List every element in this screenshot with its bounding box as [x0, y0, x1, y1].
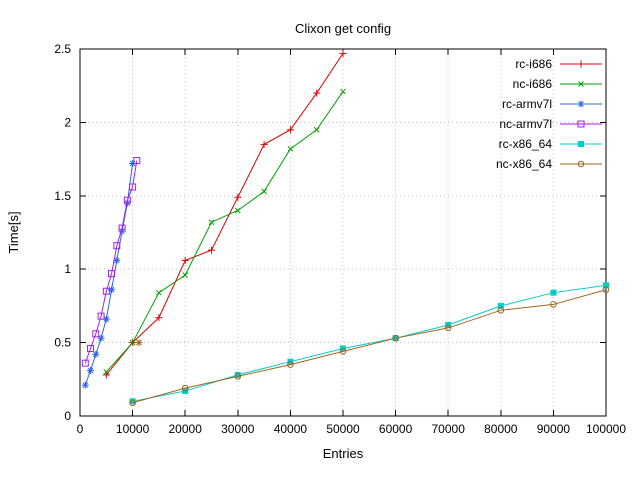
x-tick-label: 40000 [274, 422, 308, 436]
series-rc-i686 [102, 49, 347, 379]
x-axis-label: Entries [322, 446, 364, 461]
y-tick-label: 2.5 [54, 42, 71, 56]
legend-item-rc-armv7l: rc-armv7l [502, 97, 602, 111]
legend-item-nc-armv7l: nc-armv7l [499, 117, 602, 131]
x-tick-label: 70000 [432, 422, 466, 436]
legend-item-rc-i686: rc-i686 [515, 57, 602, 71]
series-nc-i686 [103, 88, 346, 375]
x-tick-label: 90000 [537, 422, 571, 436]
legend-label: rc-i686 [515, 57, 552, 71]
axes [79, 48, 607, 417]
x-tick-label: 100000 [586, 422, 626, 436]
legend-label: nc-x86_64 [496, 157, 552, 171]
x-tick-label: 20000 [169, 422, 203, 436]
y-tick-label: 1 [64, 262, 71, 276]
x-tick-label: 0 [77, 422, 84, 436]
tick-labels: 0 10000 20000 30000 40000 50000 60000 70000 8000… [54, 42, 626, 436]
legend-label: nc-armv7l [499, 117, 552, 131]
series-nc-x86_64 [129, 286, 610, 407]
x-tick-label: 60000 [379, 422, 413, 436]
x-tick-label: 80000 [484, 422, 518, 436]
legend-label: rc-x86_64 [499, 137, 553, 151]
x-tick-label: 30000 [221, 422, 255, 436]
y-tick-label: 0.5 [54, 336, 71, 350]
legend-label: nc-i686 [513, 77, 553, 91]
y-tick-label: 2 [64, 115, 71, 129]
y-tick-label: 1.5 [54, 189, 71, 203]
x-tick-label: 10000 [116, 422, 150, 436]
stray-marker [135, 339, 143, 347]
legend-item-nc-x86_64: nc-x86_64 [496, 157, 602, 171]
legend-item-rc-x86_64: rc-x86_64 [499, 137, 602, 151]
legend: rc-i686 nc-i686 rc-armv7l nc-armv7l rc-x86_6… [496, 57, 602, 171]
legend-label: rc-armv7l [502, 97, 552, 111]
x-tick-label: 50000 [326, 422, 360, 436]
chart-title: Clixon get config [294, 21, 392, 36]
series-nc-armv7l [81, 157, 141, 367]
legend-item-nc-i686: nc-i686 [513, 77, 602, 91]
series-rc-x86_64 [129, 282, 609, 405]
y-tick-label: 0 [64, 409, 71, 423]
